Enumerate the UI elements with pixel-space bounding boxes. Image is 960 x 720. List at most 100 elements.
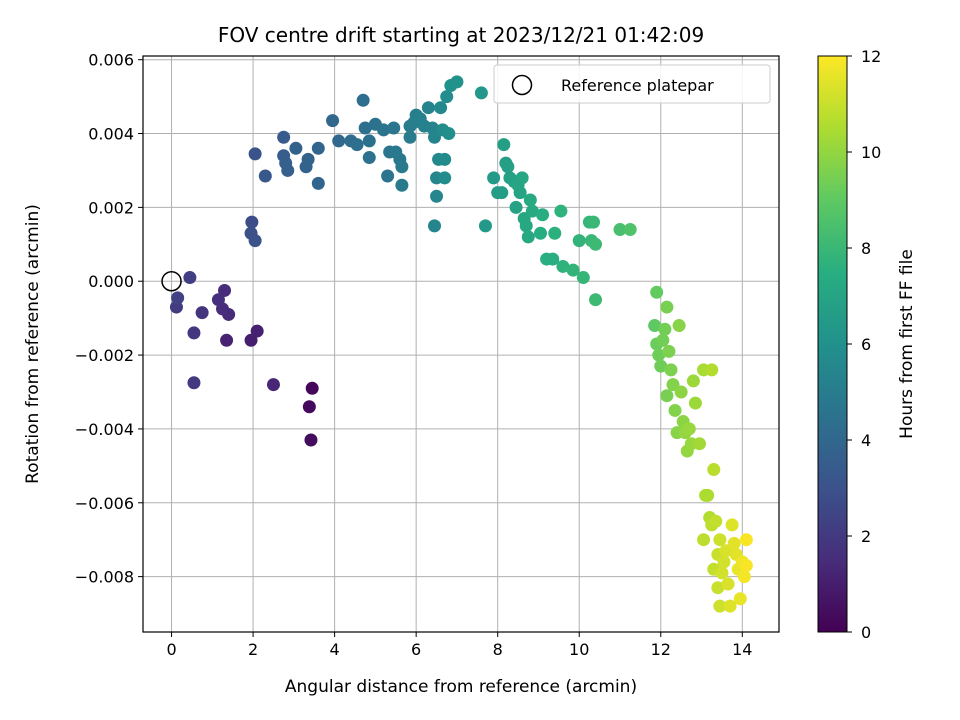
data-point	[713, 599, 727, 613]
data-point	[478, 219, 492, 233]
data-point	[421, 101, 435, 115]
data-point	[332, 134, 346, 148]
reference-platepar-marker	[161, 270, 182, 292]
data-point	[442, 127, 456, 141]
x-tick-label: 12	[651, 640, 671, 659]
data-point	[525, 204, 539, 218]
colorbar-tick-label: 0	[861, 623, 871, 642]
x-tick-label: 8	[493, 640, 503, 659]
colorbar-tick-label: 2	[861, 527, 871, 546]
data-point	[519, 219, 533, 233]
y-tick-label: 0.006	[88, 51, 134, 70]
colorbar-tick-label: 4	[861, 431, 871, 450]
data-point	[248, 147, 262, 161]
colorbar-tick-label: 10	[861, 143, 881, 162]
y-axis-label: Rotation from reference (arcmin)	[23, 204, 43, 484]
data-point	[387, 121, 401, 135]
y-tick-label: −0.004	[75, 420, 134, 439]
x-tick-label: 4	[330, 640, 340, 659]
data-point	[668, 403, 682, 417]
data-point	[546, 252, 560, 266]
legend-reference-marker	[511, 74, 533, 96]
data-point	[450, 75, 464, 89]
data-point	[701, 488, 715, 502]
colorbar-gradient	[817, 55, 848, 633]
data-point	[693, 437, 706, 451]
y-tick-label: 0.000	[88, 272, 134, 291]
y-tick-label: −0.002	[75, 346, 134, 365]
data-point	[589, 237, 603, 251]
colorbar-label: Hours from first FF file	[897, 249, 917, 439]
data-point	[438, 171, 452, 185]
data-point	[662, 344, 676, 358]
data-point	[697, 533, 711, 547]
data-point	[656, 333, 670, 347]
data-point	[711, 581, 725, 595]
data-point	[187, 326, 201, 340]
data-point	[709, 514, 723, 528]
y-axis-ticks: 0.006 0.004 0.002 0.000 −0.002 −0.004 −0.006 −0…	[75, 51, 143, 587]
data-point	[495, 186, 509, 200]
x-tick-label: 10	[569, 640, 589, 659]
data-point	[501, 160, 515, 174]
data-point	[301, 152, 315, 166]
data-point	[304, 433, 318, 447]
data-point	[220, 333, 234, 347]
data-point	[576, 271, 590, 285]
data-point	[589, 293, 603, 307]
data-point	[572, 234, 586, 248]
data-point	[660, 300, 674, 314]
data-point	[623, 223, 637, 237]
colorbar-tick-label: 6	[861, 335, 871, 354]
colorbar-tick-label: 12	[861, 47, 881, 66]
grid	[143, 56, 779, 632]
data-point	[248, 234, 262, 248]
data-point	[705, 363, 719, 377]
data-point	[438, 152, 452, 166]
data-point	[521, 230, 535, 244]
data-point	[434, 101, 448, 115]
data-point	[377, 123, 391, 137]
data-point	[395, 160, 409, 174]
legend-box	[493, 64, 771, 104]
data-point	[650, 285, 664, 299]
data-point	[686, 374, 700, 388]
data-point	[613, 223, 627, 237]
data-point	[721, 577, 735, 591]
data-point	[305, 381, 319, 395]
data-point	[523, 193, 537, 207]
data-point	[554, 204, 568, 218]
data-point	[358, 121, 372, 135]
data-point	[713, 533, 727, 547]
data-point	[682, 422, 696, 436]
data-point	[733, 592, 747, 606]
data-point	[660, 389, 674, 403]
x-tick-label: 2	[248, 640, 258, 659]
data-point	[515, 171, 529, 185]
data-point	[350, 138, 364, 152]
data-point	[548, 226, 562, 240]
data-point	[430, 189, 444, 203]
colorbar: 0 2 4 6 8 10 12 Hours from first FF file	[817, 47, 917, 642]
data-point	[725, 518, 739, 532]
plot-frame	[142, 55, 780, 633]
data-point	[302, 400, 316, 414]
data-point	[381, 169, 395, 183]
data-point	[311, 176, 325, 190]
data-point	[250, 324, 264, 338]
data-point	[487, 171, 501, 185]
x-tick-label: 6	[411, 640, 421, 659]
data-point	[737, 570, 751, 584]
data-point	[187, 376, 201, 390]
data-point	[195, 306, 209, 320]
data-point	[739, 559, 753, 573]
data-point	[648, 319, 662, 333]
y-tick-label: −0.008	[75, 568, 134, 587]
x-tick-label: 0	[166, 640, 176, 659]
x-tick-label: 14	[732, 640, 752, 659]
data-point	[707, 463, 721, 477]
x-axis-ticks: 0 2 4 6 8 10 12 14	[166, 632, 752, 659]
data-point	[474, 86, 488, 100]
y-tick-label: −0.006	[75, 494, 134, 513]
